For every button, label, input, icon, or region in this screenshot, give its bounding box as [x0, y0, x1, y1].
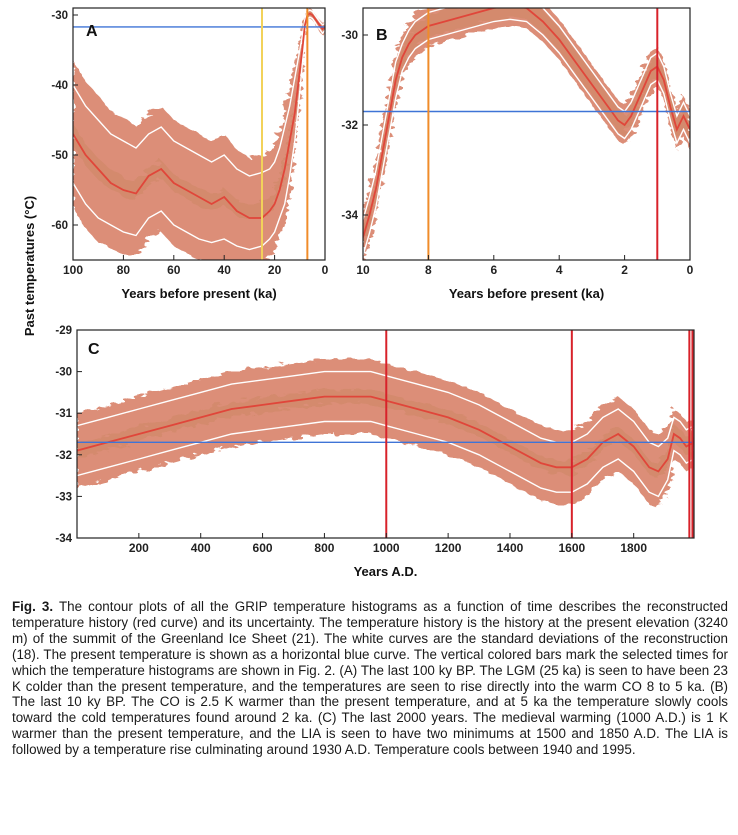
y-tick-label: -34	[341, 210, 358, 222]
x-axis-label: Years before present (ka)	[449, 286, 604, 301]
panel-letter: C	[88, 341, 100, 358]
y-tick-label: -30	[341, 30, 358, 42]
y-tick-label: -60	[51, 220, 68, 232]
y-tick-label: -31	[55, 408, 72, 420]
x-tick-label: 1400	[497, 541, 524, 555]
y-tick-label: -29	[55, 325, 72, 337]
temperature-figure: Past temperatures (°C) 100 80 60 40 20 0-30-4…	[22, 7, 695, 579]
y-tick-label: -33	[55, 491, 72, 503]
temperature-curve	[73, 12, 325, 219]
x-tick-label: 8	[425, 263, 432, 277]
y-tick-label: -30	[55, 367, 72, 379]
x-axis-label: Years A.D.	[354, 564, 418, 579]
y-tick-label: -34	[55, 533, 72, 545]
temperature-curve	[363, 8, 690, 238]
y-tick-label: -32	[341, 120, 358, 132]
figure-caption: Fig. 3. The contour plots of all the GRI…	[12, 599, 728, 758]
std-upper-curve	[73, 9, 325, 177]
x-tick-label: 0	[687, 263, 694, 277]
plot-area	[363, 8, 690, 260]
histogram-density-red	[73, 8, 325, 260]
std-lower-curve	[73, 16, 325, 251]
std-upper-curve	[77, 370, 694, 448]
plot-frame	[362, 7, 691, 261]
x-tick-label: 1000	[373, 541, 400, 555]
temperature-curve	[77, 395, 694, 473]
x-tick-label: 80	[117, 263, 131, 277]
y-tick-label: -50	[51, 150, 68, 162]
x-tick-label: 20	[268, 263, 282, 277]
x-tick-label: 60	[167, 263, 181, 277]
y-tick-label: -32	[55, 450, 72, 462]
panel-letter: B	[376, 27, 388, 44]
x-tick-label: 1800	[620, 541, 647, 555]
caption-text: The contour plots of all the GRIP temper…	[12, 599, 728, 758]
plot-area	[73, 8, 325, 260]
std-lower-curve	[363, 18, 690, 256]
x-tick-label: 1200	[435, 541, 462, 555]
panel-letter: A	[86, 23, 98, 40]
y-tick-label: -30	[51, 10, 68, 22]
x-axis-label: Years before present (ka)	[121, 286, 276, 301]
x-tick-label: 1600	[558, 541, 585, 555]
shared-y-axis-label: Past temperatures (°C)	[22, 196, 37, 336]
panel-a-chart: 100 80 60 40 20 0 -30 -40 -50 -60 Years before pre…	[51, 7, 329, 301]
x-tick-label: 6	[490, 263, 497, 277]
caption-label: Fig. 3.	[12, 599, 54, 614]
plot-frame	[72, 7, 326, 261]
panel-c-chart: 200 400 600 800 1000 1200 1400 1600 1800 -29 -30 -3…	[55, 325, 695, 579]
y-tick-label: -40	[51, 80, 68, 92]
panel-b-chart: 10 8 6 4 2 0 -30 -32 -34 Years before present (ka…	[341, 7, 694, 301]
std-lower-curve	[77, 420, 694, 498]
x-tick-label: 40	[218, 263, 232, 277]
std-upper-curve	[363, 8, 690, 220]
x-tick-label: 0	[322, 263, 329, 277]
x-tick-label: 4	[556, 263, 563, 277]
x-tick-label: 200	[129, 541, 149, 555]
plot-frame	[76, 329, 695, 539]
x-tick-label: 10	[356, 263, 370, 277]
x-tick-label: 600	[253, 541, 273, 555]
histogram-density-red	[363, 8, 690, 260]
x-tick-label: 400	[191, 541, 211, 555]
x-tick-label: 800	[314, 541, 334, 555]
x-tick-label: 100	[63, 263, 83, 277]
plot-area	[77, 330, 694, 538]
x-tick-label: 2	[621, 263, 628, 277]
